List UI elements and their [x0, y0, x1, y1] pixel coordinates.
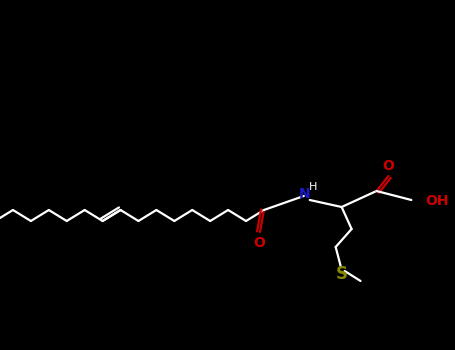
Text: O: O: [383, 159, 394, 173]
Text: OH: OH: [425, 194, 449, 208]
Text: S: S: [336, 265, 348, 283]
Text: N: N: [299, 187, 311, 201]
Text: O: O: [253, 236, 265, 250]
Text: H: H: [308, 182, 317, 192]
